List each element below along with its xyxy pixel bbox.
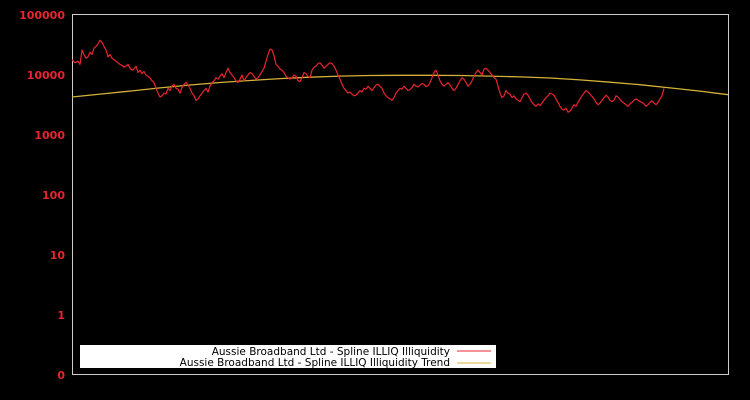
plot-frame [72, 14, 729, 375]
illiquidity-series-line [71, 39, 665, 113]
legend-label: Aussie Broadband Ltd - Spline ILLIQ Illi… [212, 346, 450, 358]
legend: Aussie Broadband Ltd - Spline ILLIQ Illi… [80, 345, 496, 369]
y-tick-label: 10 [50, 249, 66, 262]
y-tick-label: 100 [42, 189, 65, 202]
y-tick-label: 1000 [34, 129, 65, 142]
y-tick-label: 100000 [19, 9, 65, 22]
y-tick-label: 1 [57, 309, 65, 322]
y-tick-label: 0 [57, 369, 65, 382]
y-tick-label: 10000 [27, 69, 66, 82]
trend-series-line [71, 74, 729, 98]
legend-label: Aussie Broadband Ltd - Spline ILLIQ Illi… [180, 357, 450, 369]
y-axis: 100000 10000 1000 100 10 1 0 [19, 9, 65, 382]
plot-area [71, 39, 729, 113]
legend-box [80, 345, 496, 368]
